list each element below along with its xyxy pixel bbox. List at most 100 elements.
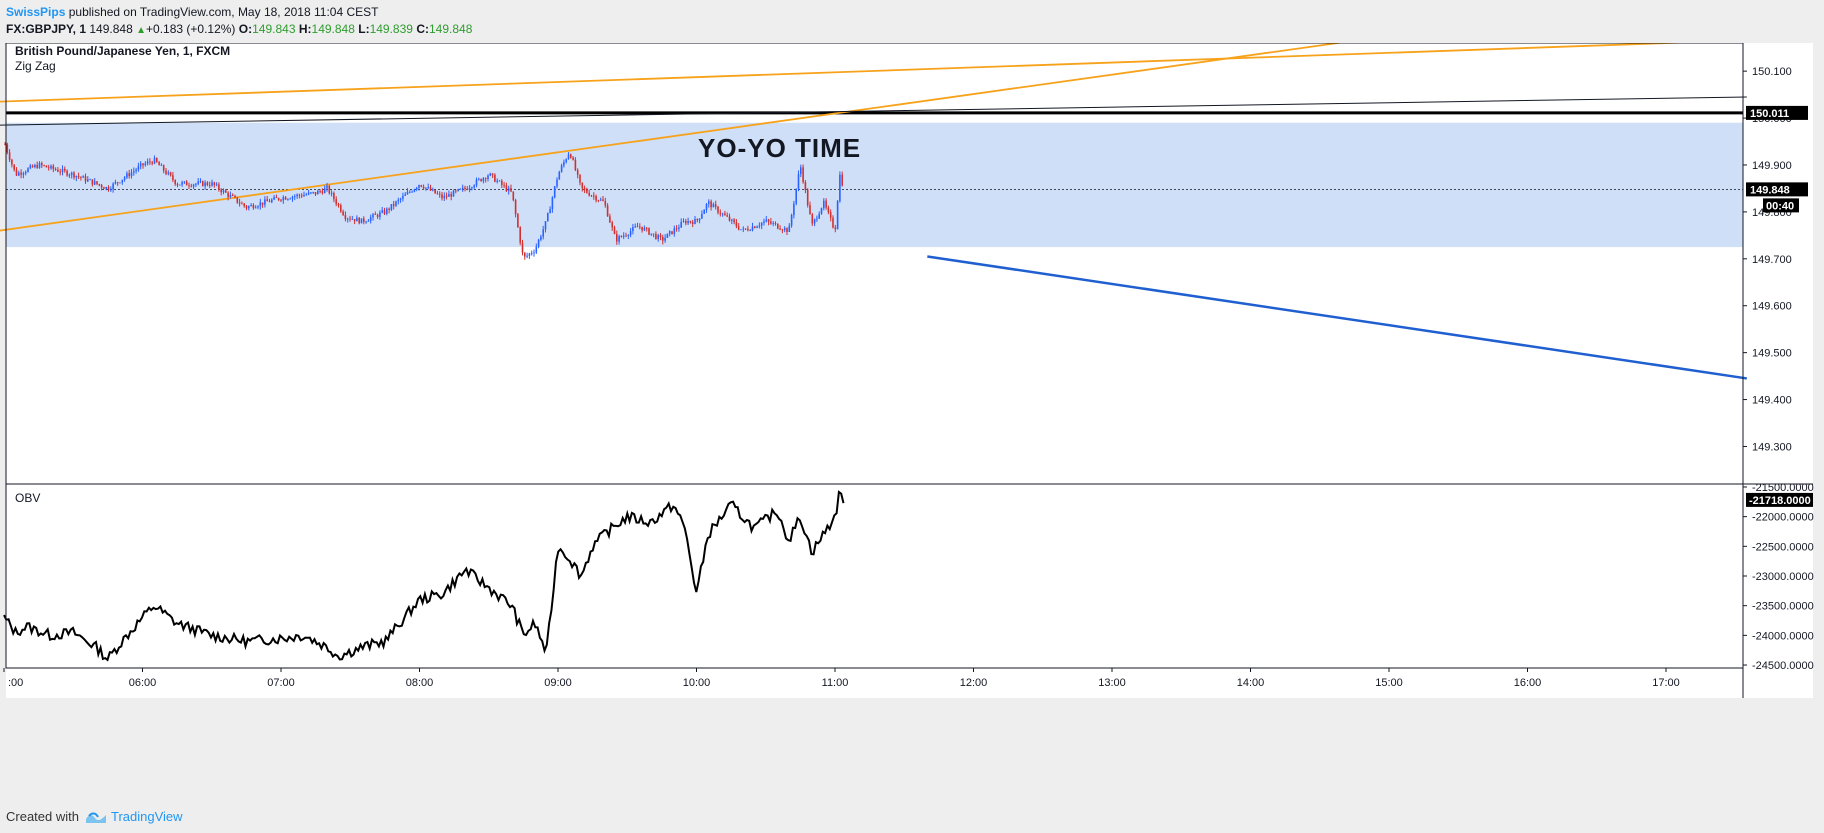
time-tick-label: 12:00 <box>960 677 988 689</box>
candle-body <box>563 162 565 166</box>
candle-body <box>703 209 705 214</box>
candle-body <box>627 235 630 236</box>
candle-body <box>751 226 754 231</box>
candle-body <box>505 185 508 191</box>
time-axis-background <box>6 668 1743 698</box>
candle-body <box>82 176 84 178</box>
tradingview-link[interactable]: TradingView <box>85 807 183 827</box>
candle-body <box>427 187 429 188</box>
trend-line-orange-diagonal <box>0 39 1355 232</box>
candle-body <box>126 173 128 178</box>
candle-body <box>300 195 303 197</box>
candle-body <box>668 231 671 234</box>
candle-body <box>43 165 45 167</box>
candle-body <box>556 179 558 187</box>
candle-body <box>374 214 377 215</box>
obv-tick-label: -21500.0000 <box>1752 482 1814 494</box>
open-label: O: <box>238 22 253 36</box>
candle-body <box>806 189 809 206</box>
candle-body <box>533 252 535 254</box>
candle-body <box>41 163 43 166</box>
candle-body <box>662 236 664 241</box>
candle-body <box>349 218 351 220</box>
candle-body <box>282 197 285 201</box>
candle-body <box>392 204 395 206</box>
candle-body <box>64 168 66 171</box>
candle-body <box>459 188 462 190</box>
candle-body <box>570 154 572 158</box>
candle-body <box>135 169 137 172</box>
candle-body <box>326 185 328 189</box>
close-label: C: <box>416 22 429 36</box>
candle-body <box>802 167 804 183</box>
candle-body <box>664 237 666 241</box>
candle-body <box>770 221 772 224</box>
candle-body <box>266 199 268 202</box>
candle-body <box>496 180 498 182</box>
candle-body <box>84 176 87 182</box>
chart-svg[interactable]: YO-YO TIME British Pound/Japanese Yen, 1,… <box>0 39 1824 778</box>
candle-body <box>482 178 485 182</box>
candle-body <box>6 144 9 153</box>
candle-body <box>317 190 319 195</box>
candle-body <box>388 208 390 210</box>
symbol-name: FX:GBPJPY, 1 <box>6 22 87 36</box>
price-axis-background <box>1743 43 1813 698</box>
candle-body <box>153 157 156 164</box>
candle-body <box>139 163 142 167</box>
chart-area[interactable]: YO-YO TIME British Pound/Japanese Yen, 1,… <box>0 39 1824 778</box>
candle-body <box>604 200 607 206</box>
candle-body <box>685 221 687 224</box>
candle-body <box>130 172 133 177</box>
candle-body <box>758 225 761 227</box>
candle-body <box>376 214 379 217</box>
candle-body <box>457 189 459 191</box>
candle-body <box>599 199 602 201</box>
candle-body <box>93 181 96 185</box>
candle-body <box>381 210 383 213</box>
candle-body <box>659 235 662 237</box>
candle-body <box>687 221 689 224</box>
candle-body <box>151 162 153 164</box>
tradingview-brand: TradingView <box>110 809 183 824</box>
candle-body <box>66 170 68 176</box>
candle-body <box>701 213 703 219</box>
candle-body <box>257 206 259 208</box>
candle-body <box>252 205 255 209</box>
close-value: 149.848 <box>428 22 473 36</box>
candle-body <box>61 168 64 173</box>
candle-body <box>572 157 574 160</box>
candle-body <box>367 220 370 222</box>
candle-body <box>731 219 733 221</box>
candle-body <box>172 175 174 180</box>
candle-body <box>158 162 160 166</box>
candle-body <box>512 191 515 201</box>
candle-body <box>694 218 696 225</box>
candle-body <box>383 210 386 214</box>
candle-body <box>275 197 278 199</box>
candle-body <box>268 201 271 203</box>
candle-body <box>595 196 597 201</box>
high-label: H: <box>298 22 312 36</box>
candle-body <box>8 152 11 160</box>
candle-body <box>827 207 830 213</box>
candle-body <box>273 197 275 200</box>
candle-body <box>328 185 331 194</box>
candle-body <box>473 185 475 188</box>
candle-body <box>632 227 634 232</box>
time-tick-label: 15:00 <box>1375 677 1403 689</box>
price-tick-label: 149.500 <box>1752 348 1792 360</box>
candle-body <box>747 228 749 231</box>
candle-body <box>445 195 448 197</box>
candle-body <box>149 161 151 163</box>
candle-body <box>487 175 489 180</box>
candle-body <box>254 207 257 209</box>
candle-body <box>680 221 682 228</box>
candle-body <box>468 188 471 190</box>
obv-last-value-label: -21718.0000 <box>1749 495 1811 507</box>
author-link[interactable]: SwissPips <box>6 5 66 19</box>
candle-body <box>80 176 82 178</box>
candle-body <box>241 203 243 205</box>
candle-body <box>574 159 577 171</box>
candle-body <box>478 178 480 180</box>
